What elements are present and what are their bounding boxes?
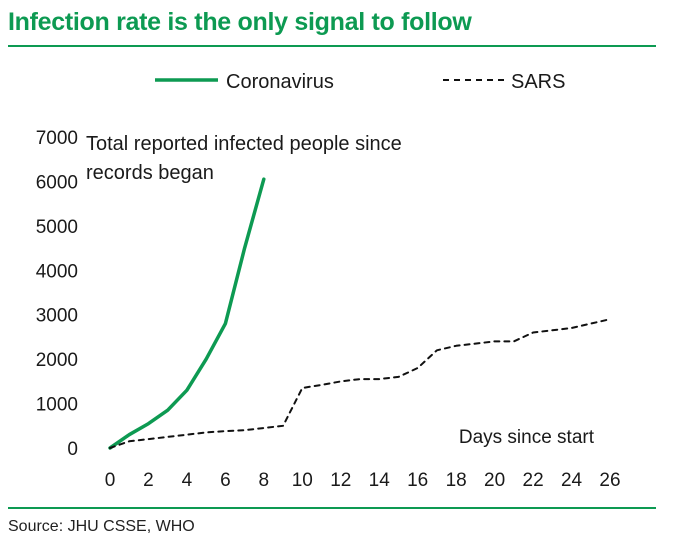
legend-label-sars: SARS [511,71,565,93]
y-tick-label: 2000 [36,350,78,371]
source-note: Source: JHU CSSE, WHO [8,518,195,535]
series-group [108,177,611,450]
y-tick-label: 4000 [36,261,78,282]
coronavirus-series-line [108,177,266,450]
x-tick-label: 24 [561,470,583,491]
x-tick-label: 10 [292,470,313,491]
y-tick-label: 6000 [36,172,78,193]
x-tick-label: 18 [446,470,467,491]
x-tick-label: 12 [330,470,351,491]
y-tick-label: 1000 [36,395,78,416]
x-tick-label: 14 [369,470,391,491]
annotation-line: Total reported infected people since [86,133,402,155]
legend: Coronavirus SARS [155,71,565,93]
y-tick-label: 3000 [36,306,78,327]
x-tick-label: 6 [220,470,231,491]
title-divider [8,45,656,47]
x-tick-label: 0 [105,470,116,491]
chart-title: Infection rate is the only signal to fol… [8,8,472,36]
sars-series-line [109,318,611,449]
x-tick-label: 20 [484,470,505,491]
annotation: Total reported infected people since reco… [86,133,402,184]
x-tick-label: 4 [182,470,193,491]
y-axis: 0 1000 2000 3000 4000 5000 6000 7000 [36,128,78,460]
x-axis-label: Days since start [459,427,595,448]
x-tick-label: 2 [143,470,154,491]
x-tick-label: 16 [407,470,428,491]
x-tick-label: 8 [259,470,270,491]
legend-label-coronavirus: Coronavirus [226,71,334,93]
y-tick-label: 0 [67,439,78,460]
annotation-line: records began [86,162,214,184]
x-tick-label: 26 [599,470,620,491]
x-tick-label: 22 [523,470,544,491]
footer-divider [8,507,656,509]
y-tick-label: 5000 [36,217,78,238]
y-tick-label: 7000 [36,128,78,149]
